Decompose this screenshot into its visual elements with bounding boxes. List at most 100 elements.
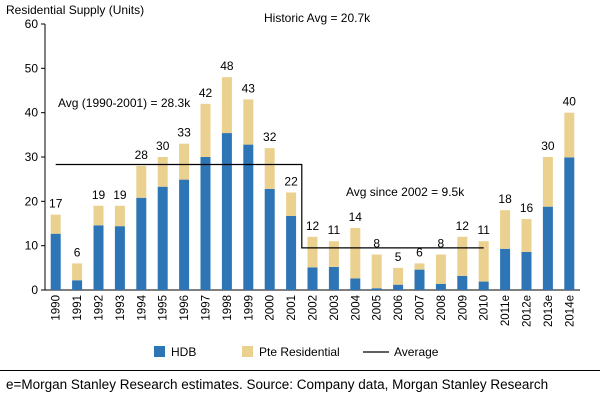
source-footnote: e=Morgan Stanley Research estimates. Sou… xyxy=(6,377,549,392)
bar-hdb-1999 xyxy=(243,144,254,290)
y-tick-label: 50 xyxy=(25,61,39,75)
x-tick-label: 2014e xyxy=(564,295,576,327)
bar-pte-residential-2003 xyxy=(328,241,339,267)
x-tick-label: 2005 xyxy=(372,295,384,321)
y-tick-label: 60 xyxy=(25,17,39,31)
bar-hdb-1992 xyxy=(93,225,104,290)
data-label-total: 28 xyxy=(135,148,149,162)
legend-label-average: Average xyxy=(394,345,439,359)
bar-pte-residential-2011e xyxy=(500,210,511,249)
bar-hdb-1997 xyxy=(200,157,211,290)
bar-hdb-2005 xyxy=(371,288,382,290)
bar-hdb-2014e xyxy=(564,157,575,290)
bar-hdb-2011e xyxy=(500,248,511,290)
chart: Residential Supply (Units) Historic Avg … xyxy=(6,3,580,359)
data-label-total: 19 xyxy=(92,188,106,202)
bar-pte-residential-1995 xyxy=(157,157,168,187)
bar-pte-residential-1997 xyxy=(200,103,211,157)
bar-pte-residential-2009 xyxy=(457,236,468,276)
x-tick-label: 1993 xyxy=(115,295,127,321)
legend-label-hdb: HDB xyxy=(171,345,196,359)
bar-pte-residential-1993 xyxy=(114,205,125,227)
data-label-total: 30 xyxy=(156,139,170,153)
x-tick-label: 1999 xyxy=(243,295,255,321)
data-label-total: 5 xyxy=(395,250,402,264)
data-label-total: 8 xyxy=(438,237,445,251)
data-label-total: 6 xyxy=(416,245,423,259)
x-tick-label: 2007 xyxy=(415,295,427,321)
bar-pte-residential-2010 xyxy=(478,241,489,282)
x-tick-label: 2008 xyxy=(436,295,448,321)
bar-hdb-1998 xyxy=(221,133,232,290)
x-tick-label: 1996 xyxy=(179,295,191,321)
x-tick-label: 2011e xyxy=(500,295,512,326)
x-tick-label: 1995 xyxy=(158,295,170,321)
y-tick-label: 0 xyxy=(31,283,38,297)
bar-hdb-1996 xyxy=(179,179,190,290)
data-label-total: 19 xyxy=(113,188,127,202)
bar-pte-residential-1990 xyxy=(50,214,61,234)
data-label-total: 32 xyxy=(263,130,277,144)
bar-pte-residential-2000 xyxy=(264,148,275,189)
x-tick-label: 2006 xyxy=(393,295,405,321)
bar-pte-residential-1992 xyxy=(93,205,104,226)
bar-hdb-2010 xyxy=(478,281,489,290)
x-tick-label: 1992 xyxy=(94,295,106,321)
bar-hdb-2003 xyxy=(328,266,339,290)
bar-hdb-1993 xyxy=(114,226,125,290)
bar-hdb-1994 xyxy=(136,197,147,290)
data-label-total: 43 xyxy=(242,81,256,95)
data-label-total: 6 xyxy=(74,245,81,259)
bar-pte-residential-2004 xyxy=(350,227,361,279)
x-tick-label: 2002 xyxy=(308,295,320,321)
x-tick-label: 1990 xyxy=(51,295,63,321)
data-label-total: 22 xyxy=(284,174,298,188)
x-tick-label: 2010 xyxy=(479,295,491,321)
legend: HDB Pte Residential Average xyxy=(154,345,439,359)
data-label-total: 8 xyxy=(373,237,380,251)
y-axis-label: Residential Supply (Units) xyxy=(6,3,144,17)
bar-hdb-2009 xyxy=(457,275,468,290)
legend-label-pte-residential: Pte Residential xyxy=(259,345,340,359)
data-label-total: 12 xyxy=(456,219,470,233)
y-tick-label: 10 xyxy=(25,239,39,253)
bar-pte-residential-1999 xyxy=(243,99,254,145)
bar-hdb-2006 xyxy=(393,284,404,290)
x-tick-label: 1991 xyxy=(72,295,84,321)
bar-pte-residential-2012e xyxy=(521,219,532,252)
bar-pte-residential-2007 xyxy=(414,263,425,270)
bar-hdb-2004 xyxy=(350,278,361,290)
annotation-avg-1990-2001: Avg (1990-2001) = 28.3k xyxy=(58,96,191,110)
data-label-total: 11 xyxy=(477,223,490,237)
data-label-total: 14 xyxy=(349,210,363,224)
data-label-total: 16 xyxy=(520,201,534,215)
chart-svg: Residential Supply (Units) Historic Avg … xyxy=(6,3,580,359)
data-label-total: 12 xyxy=(306,219,320,233)
bar-pte-residential-2014e xyxy=(564,112,575,158)
x-tick-label: 2009 xyxy=(457,295,469,321)
x-tick-label: 1997 xyxy=(201,295,213,321)
bar-pte-residential-1996 xyxy=(179,143,190,180)
bar-pte-residential-1991 xyxy=(72,263,83,281)
bar-hdb-1995 xyxy=(157,186,168,290)
bar-pte-residential-2006 xyxy=(393,267,404,285)
bar-pte-residential-2013e xyxy=(542,157,553,207)
bar-hdb-2012e xyxy=(521,251,532,290)
x-tick-label: 1994 xyxy=(136,294,148,320)
x-tick-label: 2001 xyxy=(286,295,298,321)
bar-hdb-2008 xyxy=(435,283,446,290)
x-tick-label: 2013e xyxy=(543,295,555,327)
x-tick-label: 1998 xyxy=(222,295,234,321)
bar-hdb-2000 xyxy=(264,188,275,290)
bar-pte-residential-2002 xyxy=(307,236,318,268)
footer-divider xyxy=(0,370,600,371)
bar-hdb-1990 xyxy=(50,233,61,290)
annotation-historic-avg: Historic Avg = 20.7k xyxy=(264,11,371,25)
legend-swatch-pte-residential xyxy=(242,346,253,357)
y-tick-label: 40 xyxy=(25,106,39,120)
x-tick-label: 2003 xyxy=(329,295,341,321)
bar-pte-residential-1998 xyxy=(221,77,232,134)
data-label-total: 40 xyxy=(563,95,577,109)
data-label-total: 18 xyxy=(498,192,512,206)
bar-pte-residential-2005 xyxy=(371,254,382,289)
